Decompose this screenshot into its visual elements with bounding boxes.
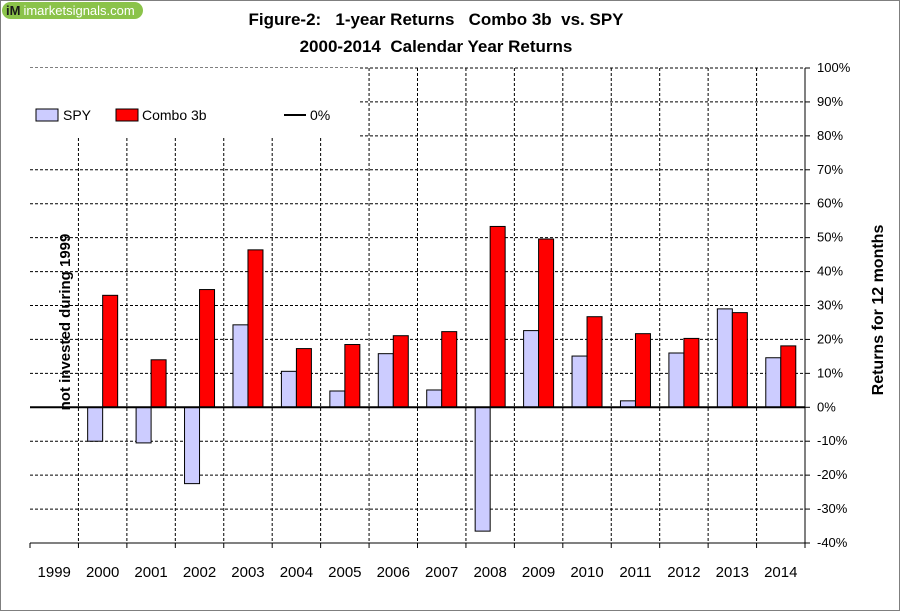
logo-mark: iM <box>6 3 21 18</box>
x-tick-label: 2003 <box>231 564 264 581</box>
legend: SPY Combo 3b 0% <box>35 107 330 123</box>
bar-combo-3b-2012 <box>683 337 700 408</box>
logo-badge: iM imarketsignals.com <box>2 2 143 19</box>
y-tick-label: 30% <box>817 298 843 313</box>
bar-combo-3b-2009 <box>538 238 555 408</box>
bar-spy-2000 <box>87 406 104 442</box>
bar-combo-3b-2013 <box>731 312 748 408</box>
bar-spy-2010 <box>571 355 588 408</box>
x-tick-label: 2013 <box>716 564 749 581</box>
legend-box <box>30 68 360 138</box>
y-tick-label: -20% <box>817 467 848 482</box>
y-tick-labels: -40% -30% -20% -10% 0% 10% 20% 30% 40% 50% 60% 70% 8… <box>817 60 851 550</box>
axes <box>29 67 810 548</box>
bar-combo-3b-2002 <box>199 289 216 408</box>
bar-spy-2009 <box>523 330 540 408</box>
gridlines <box>30 67 805 543</box>
y-tick-label: 90% <box>817 94 843 109</box>
y-tick-label: 100% <box>817 60 851 75</box>
bar-spy-2014 <box>765 357 782 408</box>
legend-label-zero-line: 0% <box>310 107 330 123</box>
bar-combo-3b-2014 <box>780 345 797 408</box>
y-tick-label: -30% <box>817 501 848 516</box>
legend-label-spy: SPY <box>63 107 92 123</box>
y-tick-label: 60% <box>817 196 843 211</box>
chart-subtitle: 2000-2014 Calendar Year Returns <box>299 37 573 56</box>
y-tick-label: 40% <box>817 264 843 279</box>
bar-combo-3b-2004 <box>295 348 312 408</box>
x-tick-label: 2009 <box>522 564 555 581</box>
y-tick-label: 0% <box>817 399 836 414</box>
bar-spy-2002 <box>184 406 201 485</box>
y-tick-label: 50% <box>817 230 843 245</box>
x-tick-label: 2011 <box>619 564 651 581</box>
x-tick-label: 2007 <box>425 564 458 581</box>
bar-spy-2001 <box>135 406 152 444</box>
y-tick-label: -10% <box>817 433 848 448</box>
x-tick-label: 2001 <box>134 564 167 581</box>
bar-spy-2013 <box>716 308 733 408</box>
y-tick-label: 80% <box>817 128 843 143</box>
bar-spy-2003 <box>232 324 249 408</box>
bar-combo-3b-2005 <box>344 344 361 408</box>
bar-combo-3b-2003 <box>247 249 264 408</box>
y-tick-label: 20% <box>817 331 843 346</box>
y-axis-label: Returns for 12 months <box>870 225 887 396</box>
x-tick-label: 1999 <box>38 564 71 581</box>
y-tick-label: 70% <box>817 162 843 177</box>
x-tick-labels: 1999 2000 2001 2002 2003 2004 2005 2006 2007 2008… <box>38 564 798 581</box>
x-tick-label: 2014 <box>764 564 797 581</box>
annotation-not-invested: not invested during 1999 <box>57 234 74 411</box>
x-tick-label: 2000 <box>86 564 119 581</box>
legend-label-combo-3b: Combo 3b <box>142 107 207 123</box>
x-tick-label: 2006 <box>377 564 410 581</box>
bar-spy-2004 <box>280 370 297 408</box>
legend-swatch-spy <box>35 108 59 122</box>
bar-combo-3b-2011 <box>634 333 651 408</box>
bars <box>87 225 797 532</box>
chart-title: Figure-2: 1-year Returns Combo 3b vs. SP… <box>248 10 624 29</box>
x-tick-label: 2004 <box>280 564 313 581</box>
bar-combo-3b-2001 <box>150 359 167 408</box>
bar-combo-3b-2008 <box>489 225 506 408</box>
x-tick-label: 2012 <box>667 564 700 581</box>
y-tick-label: 10% <box>817 365 843 380</box>
bar-combo-3b-2010 <box>586 316 603 408</box>
bar-spy-2007 <box>426 389 443 408</box>
legend-swatch-combo-3b <box>115 108 139 122</box>
x-tick-label: 2002 <box>183 564 216 581</box>
bar-combo-3b-2006 <box>392 335 409 408</box>
x-tick-label: 2008 <box>473 564 506 581</box>
bar-spy-2008 <box>474 406 491 532</box>
bar-combo-3b-2007 <box>441 331 458 408</box>
logo-text: imarketsignals.com <box>23 3 135 18</box>
x-tick-label: 2010 <box>570 564 603 581</box>
bar-spy-2012 <box>668 352 685 408</box>
bar-combo-3b-2000 <box>102 294 119 408</box>
bar-spy-2005 <box>329 390 346 408</box>
bar-spy-2006 <box>377 353 394 408</box>
y-tick-label: -40% <box>817 535 848 550</box>
x-tick-label: 2005 <box>328 564 361 581</box>
